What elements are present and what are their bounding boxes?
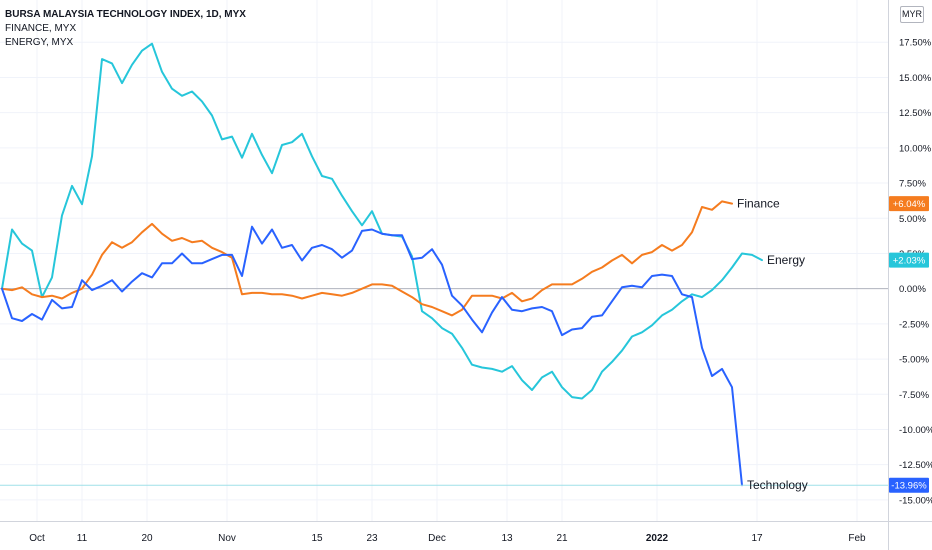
x-tick-label: 11 <box>77 533 88 544</box>
price-badge-text-technology: -13.96% <box>891 481 927 492</box>
x-tick-label: Feb <box>848 533 866 544</box>
y-tick-label: -10.00% <box>899 425 932 436</box>
x-tick-label: Dec <box>428 533 446 544</box>
x-tick-label: 23 <box>366 533 378 544</box>
y-tick-label: 12.50% <box>899 108 932 119</box>
series-end-label-energy: Energy <box>767 253 805 267</box>
y-tick-label: -12.50% <box>899 460 932 471</box>
price-badge-finance <box>889 196 929 212</box>
price-badge-text-finance: +6.04% <box>893 199 926 210</box>
chart-legend: BURSA MALAYSIA TECHNOLOGY INDEX, 1D, MYX… <box>5 8 246 50</box>
x-tick-label: 20 <box>141 533 153 544</box>
y-tick-label: 10.00% <box>899 143 932 154</box>
y-tick-label: 15.00% <box>899 73 932 84</box>
legend-main-symbol[interactable]: BURSA MALAYSIA TECHNOLOGY INDEX, 1D, MYX <box>5 9 246 20</box>
y-tick-label: 7.50% <box>899 179 926 190</box>
x-tick-label: 17 <box>751 533 763 544</box>
x-tick-label: Nov <box>218 533 236 544</box>
legend-finance-symbol[interactable]: FINANCE, MYX <box>5 23 77 34</box>
y-tick-label: -5.00% <box>899 355 930 366</box>
series-line-energy[interactable] <box>1 42 763 400</box>
x-tick-label: 15 <box>311 533 323 544</box>
series-line-technology[interactable] <box>1 225 743 487</box>
x-tick-label: 21 <box>556 533 568 544</box>
series-end-label-finance: Finance <box>737 197 780 211</box>
y-tick-label: 5.00% <box>899 214 926 225</box>
series-end-label-technology: Technology <box>747 478 808 492</box>
price-badge-text-energy: +2.03% <box>893 256 926 267</box>
x-tick-label: 13 <box>501 533 513 544</box>
y-tick-label: -15.00% <box>899 495 932 506</box>
y-tick-label: -7.50% <box>899 390 930 401</box>
x-tick-label: Oct <box>29 533 45 544</box>
price-badge-technology <box>889 477 929 493</box>
price-badge-energy <box>889 252 929 268</box>
y-tick-label: 0.00% <box>899 284 926 295</box>
y-tick-label: 17.50% <box>899 38 932 49</box>
legend-energy-symbol[interactable]: ENERGY, MYX <box>5 37 74 48</box>
currency-button[interactable]: MYR <box>900 6 924 23</box>
series-line-finance[interactable] <box>1 200 733 317</box>
x-tick-label: 2022 <box>646 533 669 544</box>
y-tick-label: -2.50% <box>899 319 930 330</box>
